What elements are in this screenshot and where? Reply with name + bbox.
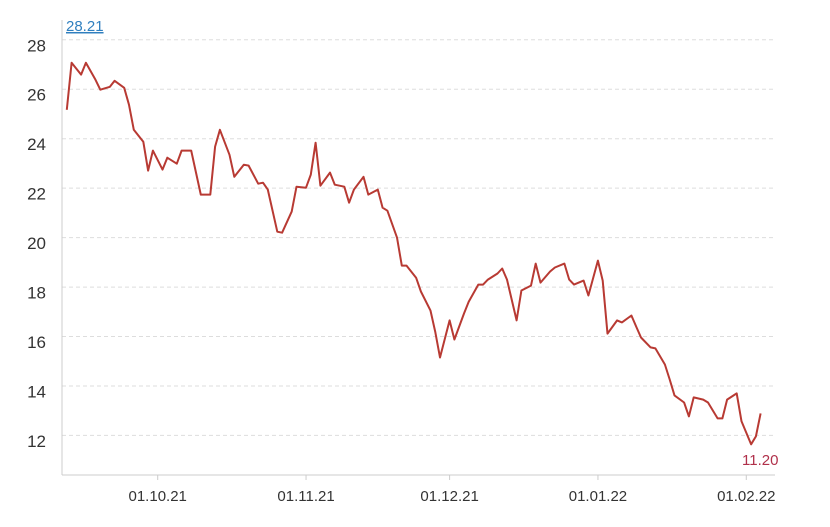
y-tick-label: 22 <box>27 185 46 204</box>
y-tick-label: 12 <box>27 432 46 451</box>
y-tick-label: 26 <box>27 86 46 105</box>
price-line <box>65 61 762 446</box>
x-tick-label: 01.02.22 <box>717 488 775 505</box>
y-tick-label: 18 <box>27 284 46 303</box>
min-annotation: 11.20 <box>742 452 778 469</box>
x-tick-label: 01.11.21 <box>277 488 334 505</box>
y-tick-label: 16 <box>27 333 46 352</box>
y-tick-label: 20 <box>27 234 46 253</box>
x-tick-label: 01.10.21 <box>129 488 187 505</box>
max-annotation: 28.21 <box>66 18 104 35</box>
x-tick-label: 01.01.22 <box>569 488 627 505</box>
y-tick-label: 28 <box>27 36 46 55</box>
y-tick-label: 14 <box>27 382 46 401</box>
y-tick-label: 24 <box>27 135 46 154</box>
x-tick-label: 01.12.21 <box>420 488 478 505</box>
